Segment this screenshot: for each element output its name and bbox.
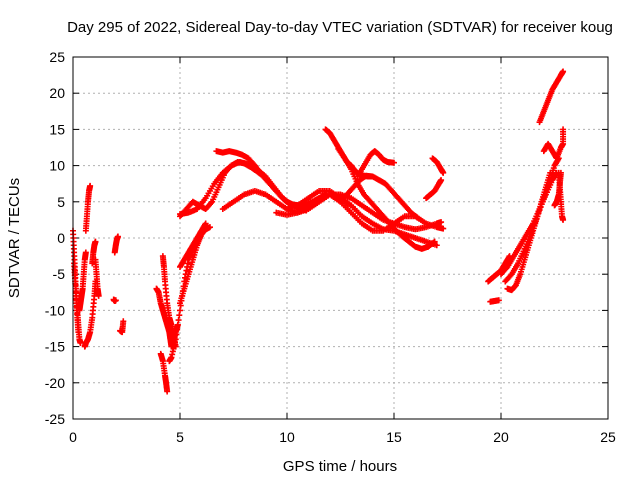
data-point [95, 292, 102, 299]
data-point [535, 210, 542, 217]
data-point [529, 228, 536, 235]
x-axis-label: GPS time / hours [283, 458, 397, 475]
x-tick-label: 0 [69, 429, 77, 445]
series-arc36 [540, 126, 567, 162]
data-point [120, 318, 127, 325]
data-point [438, 177, 445, 184]
data-point [430, 239, 437, 246]
y-tick-labels: -25 -20 -15 -10 -5 0 5 10 15 20 25 [45, 49, 65, 427]
chart-title: Day 295 of 2022, Sidereal Day-to-day VTE… [67, 19, 613, 36]
data-point [438, 219, 445, 226]
y-tick-label: 20 [49, 85, 65, 101]
data-point [433, 242, 440, 249]
data-point [414, 214, 421, 221]
series-arc38 [551, 169, 564, 209]
grid-lines [73, 57, 608, 419]
series-arc28 [429, 155, 447, 176]
data-point [530, 225, 537, 232]
plot-frame [72, 56, 609, 420]
series-arc23 [322, 126, 376, 180]
data-point [533, 216, 540, 223]
data-point [164, 388, 171, 395]
x-tick-label: 20 [493, 429, 509, 445]
x-tick-label: 5 [176, 429, 184, 445]
data-point [413, 213, 420, 220]
data-point [539, 198, 546, 205]
y-tick-label: 5 [57, 194, 65, 210]
series-arc16 [177, 224, 213, 307]
series-arc12 [157, 350, 171, 395]
data-point [92, 238, 99, 245]
data-point [560, 126, 567, 133]
y-tick-label: 15 [49, 121, 65, 137]
data-points [70, 68, 567, 395]
y-tick-label: 10 [49, 158, 65, 174]
data-point [540, 195, 547, 202]
y-tick-label: -10 [45, 302, 65, 318]
series-arc25 [326, 191, 447, 234]
data-point [532, 219, 539, 226]
y-axis-label: SDTVAR / TECUs [6, 178, 23, 298]
data-point [87, 182, 94, 189]
data-point [77, 339, 84, 346]
data-point [541, 192, 548, 199]
data-point [560, 68, 567, 75]
series-arc05 [82, 182, 94, 234]
data-point [82, 249, 89, 256]
x-tick-labels: 0 5 10 15 20 25 [69, 429, 616, 445]
x-tick-label: 15 [386, 429, 402, 445]
series-arc29 [423, 177, 445, 202]
y-tick-label: -15 [45, 339, 65, 355]
data-point [536, 207, 543, 214]
data-point [560, 216, 567, 223]
data-point [206, 224, 213, 231]
data-point [391, 159, 397, 166]
data-point [527, 231, 534, 238]
data-point [112, 297, 119, 304]
data-point [114, 233, 121, 240]
data-point [545, 183, 552, 190]
series-arc26 [354, 148, 397, 180]
data-point [557, 169, 564, 176]
series-arc07 [92, 256, 102, 299]
series-arc03 [76, 249, 89, 314]
series-arc31 [487, 297, 502, 305]
data-point [546, 180, 553, 187]
y-tick-label: -5 [53, 266, 66, 282]
series-arc27 [337, 172, 421, 221]
series-arc34 [502, 155, 562, 285]
data-point [495, 297, 502, 304]
data-point [440, 225, 447, 232]
y-tick-label: 0 [57, 230, 65, 246]
x-tick-label: 10 [279, 429, 295, 445]
series-arc08 [110, 296, 119, 304]
data-point [542, 189, 549, 196]
data-point [537, 204, 544, 211]
data-point [534, 213, 541, 220]
data-point [538, 201, 545, 208]
y-tick-label: -25 [45, 411, 65, 427]
series-arc09 [111, 233, 121, 256]
y-tick-label: -20 [45, 375, 65, 391]
data-point [531, 222, 538, 229]
y-tick-label: 25 [49, 49, 65, 65]
series-arc35 [536, 68, 567, 126]
data-point [431, 238, 438, 245]
data-point [544, 186, 551, 193]
data-point [202, 220, 209, 227]
data-point [440, 169, 447, 176]
series-arc10 [117, 318, 127, 336]
x-tick-label: 25 [600, 429, 616, 445]
